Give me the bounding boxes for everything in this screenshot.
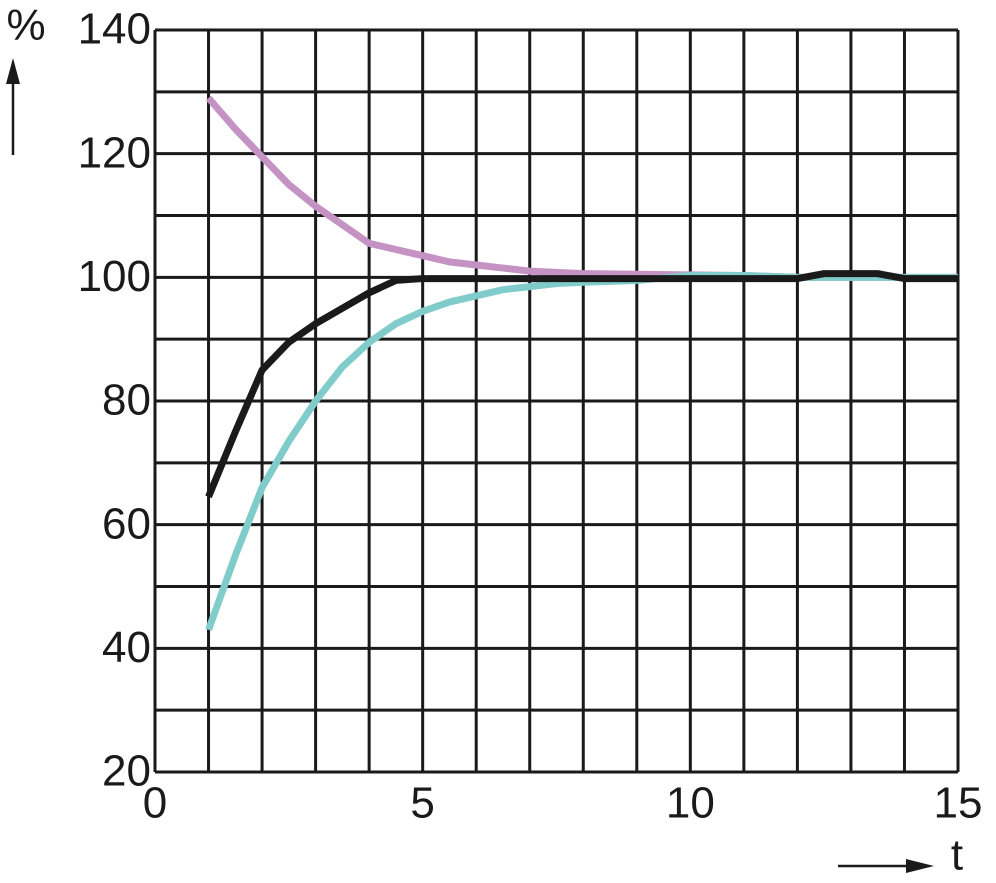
y-tick-label: 60 [102, 499, 151, 548]
line [205, 271, 958, 631]
x-arrow [838, 859, 934, 873]
x-tick-label: 15 [934, 779, 983, 828]
y-tick-label: 80 [102, 376, 151, 425]
x-axis-label: t [951, 831, 963, 880]
y-tick-label: 120 [78, 128, 151, 177]
x-tick-label: 5 [410, 779, 434, 828]
y-tick-label: 100 [78, 252, 151, 301]
y-tick-label: 40 [102, 623, 151, 672]
line [205, 270, 958, 499]
y-arrow [6, 58, 20, 155]
x-tick-label: 0 [143, 779, 167, 828]
y-tick-label: 140 [78, 5, 151, 54]
y-axis-label: % [6, 1, 45, 50]
y-tick-label: 20 [102, 747, 151, 796]
x-tick-label: 10 [666, 779, 715, 828]
